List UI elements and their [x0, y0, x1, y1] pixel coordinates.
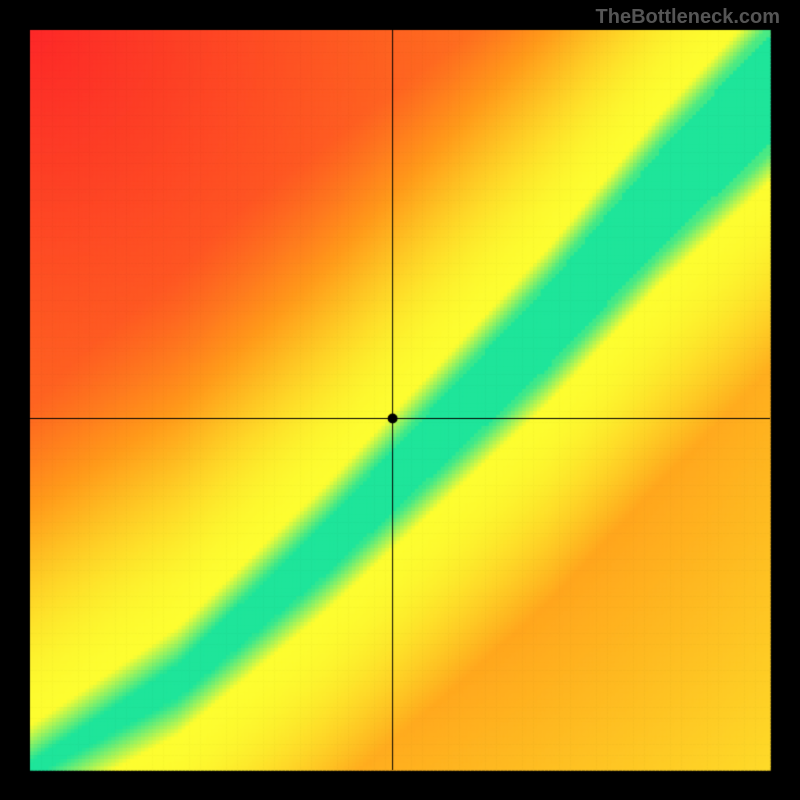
watermark-text: TheBottleneck.com	[596, 6, 780, 29]
heatmap-canvas	[0, 0, 800, 800]
chart-container: TheBottleneck.com	[0, 0, 800, 800]
